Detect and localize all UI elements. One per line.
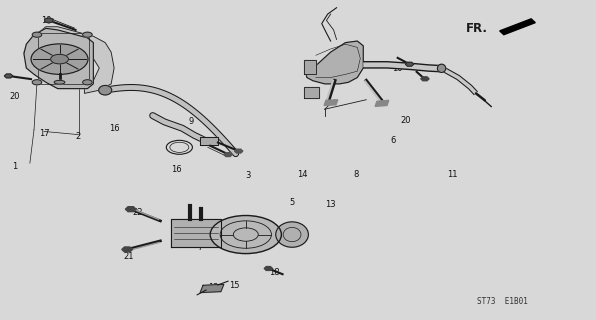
Text: ST73  E1B01: ST73 E1B01 (477, 297, 528, 306)
Ellipse shape (99, 85, 111, 95)
Circle shape (32, 32, 42, 37)
Text: 8: 8 (353, 170, 359, 179)
Ellipse shape (54, 80, 65, 84)
Text: 20: 20 (401, 116, 411, 125)
Text: 6: 6 (390, 136, 396, 146)
Text: 1: 1 (12, 162, 17, 171)
Polygon shape (200, 137, 218, 145)
Polygon shape (421, 77, 429, 81)
Polygon shape (24, 27, 114, 93)
Text: FR.: FR. (466, 22, 488, 35)
Text: 15: 15 (229, 281, 240, 290)
Text: 3: 3 (245, 172, 250, 180)
Polygon shape (264, 267, 272, 270)
Circle shape (31, 44, 88, 74)
Circle shape (83, 32, 92, 37)
Text: 9: 9 (188, 117, 194, 126)
Text: 10: 10 (392, 63, 403, 73)
Text: 12: 12 (209, 283, 219, 292)
Polygon shape (125, 207, 136, 212)
Ellipse shape (276, 222, 308, 247)
Text: 16: 16 (171, 165, 182, 174)
Polygon shape (234, 149, 243, 153)
Polygon shape (304, 60, 316, 74)
Text: 20: 20 (9, 92, 20, 101)
Text: 5: 5 (290, 198, 294, 207)
Polygon shape (405, 62, 414, 66)
Text: 4: 4 (251, 219, 256, 228)
Text: 14: 14 (297, 170, 308, 179)
Polygon shape (45, 18, 53, 23)
Circle shape (210, 215, 281, 253)
Polygon shape (499, 19, 535, 35)
Text: 2: 2 (76, 132, 81, 141)
Circle shape (51, 54, 69, 64)
Polygon shape (170, 219, 221, 247)
Polygon shape (122, 247, 132, 252)
Polygon shape (4, 74, 13, 78)
Text: 16: 16 (109, 124, 119, 133)
Polygon shape (375, 100, 389, 106)
Polygon shape (324, 100, 338, 105)
Text: 11: 11 (447, 170, 458, 179)
Polygon shape (304, 87, 319, 98)
Polygon shape (305, 41, 363, 84)
Text: 17: 17 (39, 129, 49, 138)
Text: 19: 19 (41, 16, 51, 25)
Polygon shape (24, 28, 94, 89)
Text: 18: 18 (269, 268, 280, 277)
Circle shape (32, 80, 42, 85)
Text: 22: 22 (132, 208, 143, 217)
Polygon shape (224, 153, 232, 156)
Circle shape (83, 80, 92, 85)
Ellipse shape (437, 64, 446, 72)
Polygon shape (200, 284, 224, 292)
Text: 13: 13 (325, 200, 336, 209)
Text: 7: 7 (197, 243, 203, 252)
Text: 21: 21 (124, 252, 134, 261)
